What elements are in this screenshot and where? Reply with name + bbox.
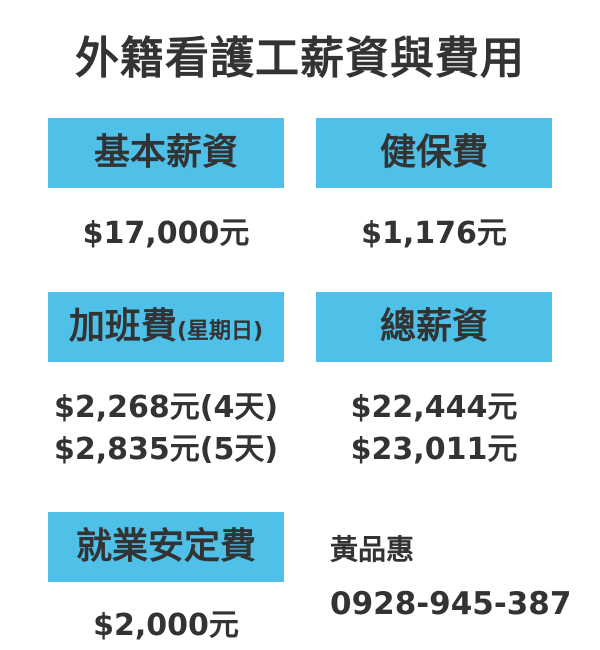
- health-insurance-label: 健保費: [316, 118, 552, 188]
- base-salary-value: $17,000元: [82, 216, 250, 251]
- employment-stability-fee-value: $2,000元: [93, 608, 239, 643]
- total-salary-value-4-days: $22,444元: [350, 390, 518, 425]
- health-insurance-value: $1,176元: [361, 216, 507, 251]
- overtime-value-4-days: $2,268元(4天): [53, 390, 279, 425]
- total-salary-label: 總薪資: [316, 292, 552, 362]
- employment-stability-fee-label: 就業安定費: [48, 512, 284, 582]
- total-salary-value-5-days: $23,011元: [350, 432, 518, 467]
- overtime-label-note: (星期日): [176, 319, 264, 344]
- overtime-label-box: 加班費(星期日): [48, 292, 284, 362]
- page-title: 外籍看護工薪資與費用: [75, 33, 525, 84]
- overtime-label: 加班費: [68, 306, 177, 347]
- base-salary-label: 基本薪資: [48, 118, 284, 188]
- contact-phone: 0928-945-387: [330, 586, 572, 622]
- overtime-value-5-days: $2,835元(5天): [53, 432, 279, 467]
- contact-name: 黃品惠: [330, 533, 415, 566]
